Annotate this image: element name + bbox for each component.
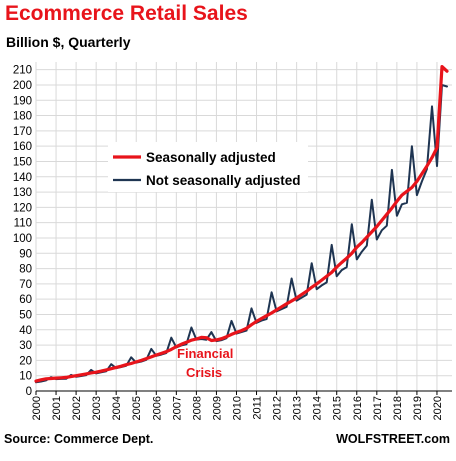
x-tick-label: 2016 (352, 396, 364, 420)
x-tick-label: 2012 (272, 396, 284, 420)
y-tick-label: 150 (13, 156, 32, 168)
x-axis-ticks: 2000 2001 2002 2003 2004 2005 2006 2007 2008 2009… (31, 391, 444, 420)
x-tick-label: 2011 (252, 396, 264, 420)
y-tick-label: 130 (13, 187, 32, 199)
y-tick-label: 170 (13, 126, 32, 138)
x-tick-label: 2019 (412, 396, 424, 420)
y-tick-label: 90 (19, 248, 32, 260)
brand-logo-text: WOLFSTREET.com (336, 432, 450, 446)
x-tick-label: 2015 (332, 396, 344, 420)
legend: Seasonally adjusted Not seasonally adjus… (108, 142, 308, 192)
y-tick-label: 210 (13, 65, 32, 77)
y-tick-label: 0 (26, 386, 32, 398)
x-tick-label: 2007 (171, 396, 183, 420)
x-tick-label: 2000 (31, 396, 43, 420)
x-tick-label: 2018 (392, 396, 404, 420)
y-tick-label: 20 (19, 355, 32, 367)
annotation-crisis: Crisis (186, 365, 222, 380)
y-axis-ticks: 0 10 20 30 40 50 60 70 80 90 100 110 120 130 140 150 160… (13, 65, 32, 398)
x-tick-label: 2014 (312, 396, 324, 420)
chart-title: Ecommerce Retail Sales (5, 2, 248, 25)
legend-label-seasonally-adjusted: Seasonally adjusted (146, 150, 276, 165)
x-tick-label: 2010 (231, 396, 243, 420)
grid (35, 62, 452, 392)
y-tick-label: 120 (13, 202, 32, 214)
series (34, 64, 449, 384)
series-seasonally-adjusted (34, 64, 449, 383)
annotation-financial: Financial (177, 346, 233, 361)
chart-subtitle: Billion $, Quarterly (6, 34, 131, 50)
source-note: Source: Commerce Dept. (4, 432, 154, 446)
x-tick-label: 2013 (292, 396, 304, 420)
y-tick-label: 60 (19, 294, 32, 306)
x-tick-label: 2004 (111, 396, 123, 420)
y-tick-label: 110 (14, 218, 32, 230)
x-tick-label: 2008 (191, 396, 203, 420)
series-not-seasonally-adjusted (35, 84, 448, 384)
x-tick-label: 2003 (91, 396, 103, 420)
y-tick-label: 70 (19, 279, 32, 291)
legend-background (108, 142, 308, 192)
x-tick-label: 2005 (131, 396, 143, 420)
legend-label-not-seasonally-adjusted: Not seasonally adjusted (146, 173, 301, 188)
y-tick-label: 30 (19, 340, 32, 352)
x-tick-label: 2002 (71, 396, 83, 420)
y-tick-label: 50 (19, 309, 32, 321)
x-tick-label: 2006 (151, 396, 163, 420)
y-tick-label: 180 (13, 111, 32, 123)
y-tick-label: 80 (19, 264, 32, 276)
y-tick-label: 140 (13, 172, 32, 184)
y-tick-label: 200 (13, 80, 32, 92)
x-tick-label: 2017 (372, 396, 384, 420)
y-tick-label: 100 (13, 233, 32, 245)
y-tick-label: 190 (13, 95, 32, 107)
x-tick-label: 2020 (432, 396, 444, 420)
x-tick-label: 2001 (51, 396, 63, 420)
y-tick-label: 10 (19, 371, 32, 383)
y-tick-label: 160 (13, 141, 32, 153)
x-tick-label: 2009 (211, 396, 223, 420)
y-tick-label: 40 (19, 325, 32, 337)
